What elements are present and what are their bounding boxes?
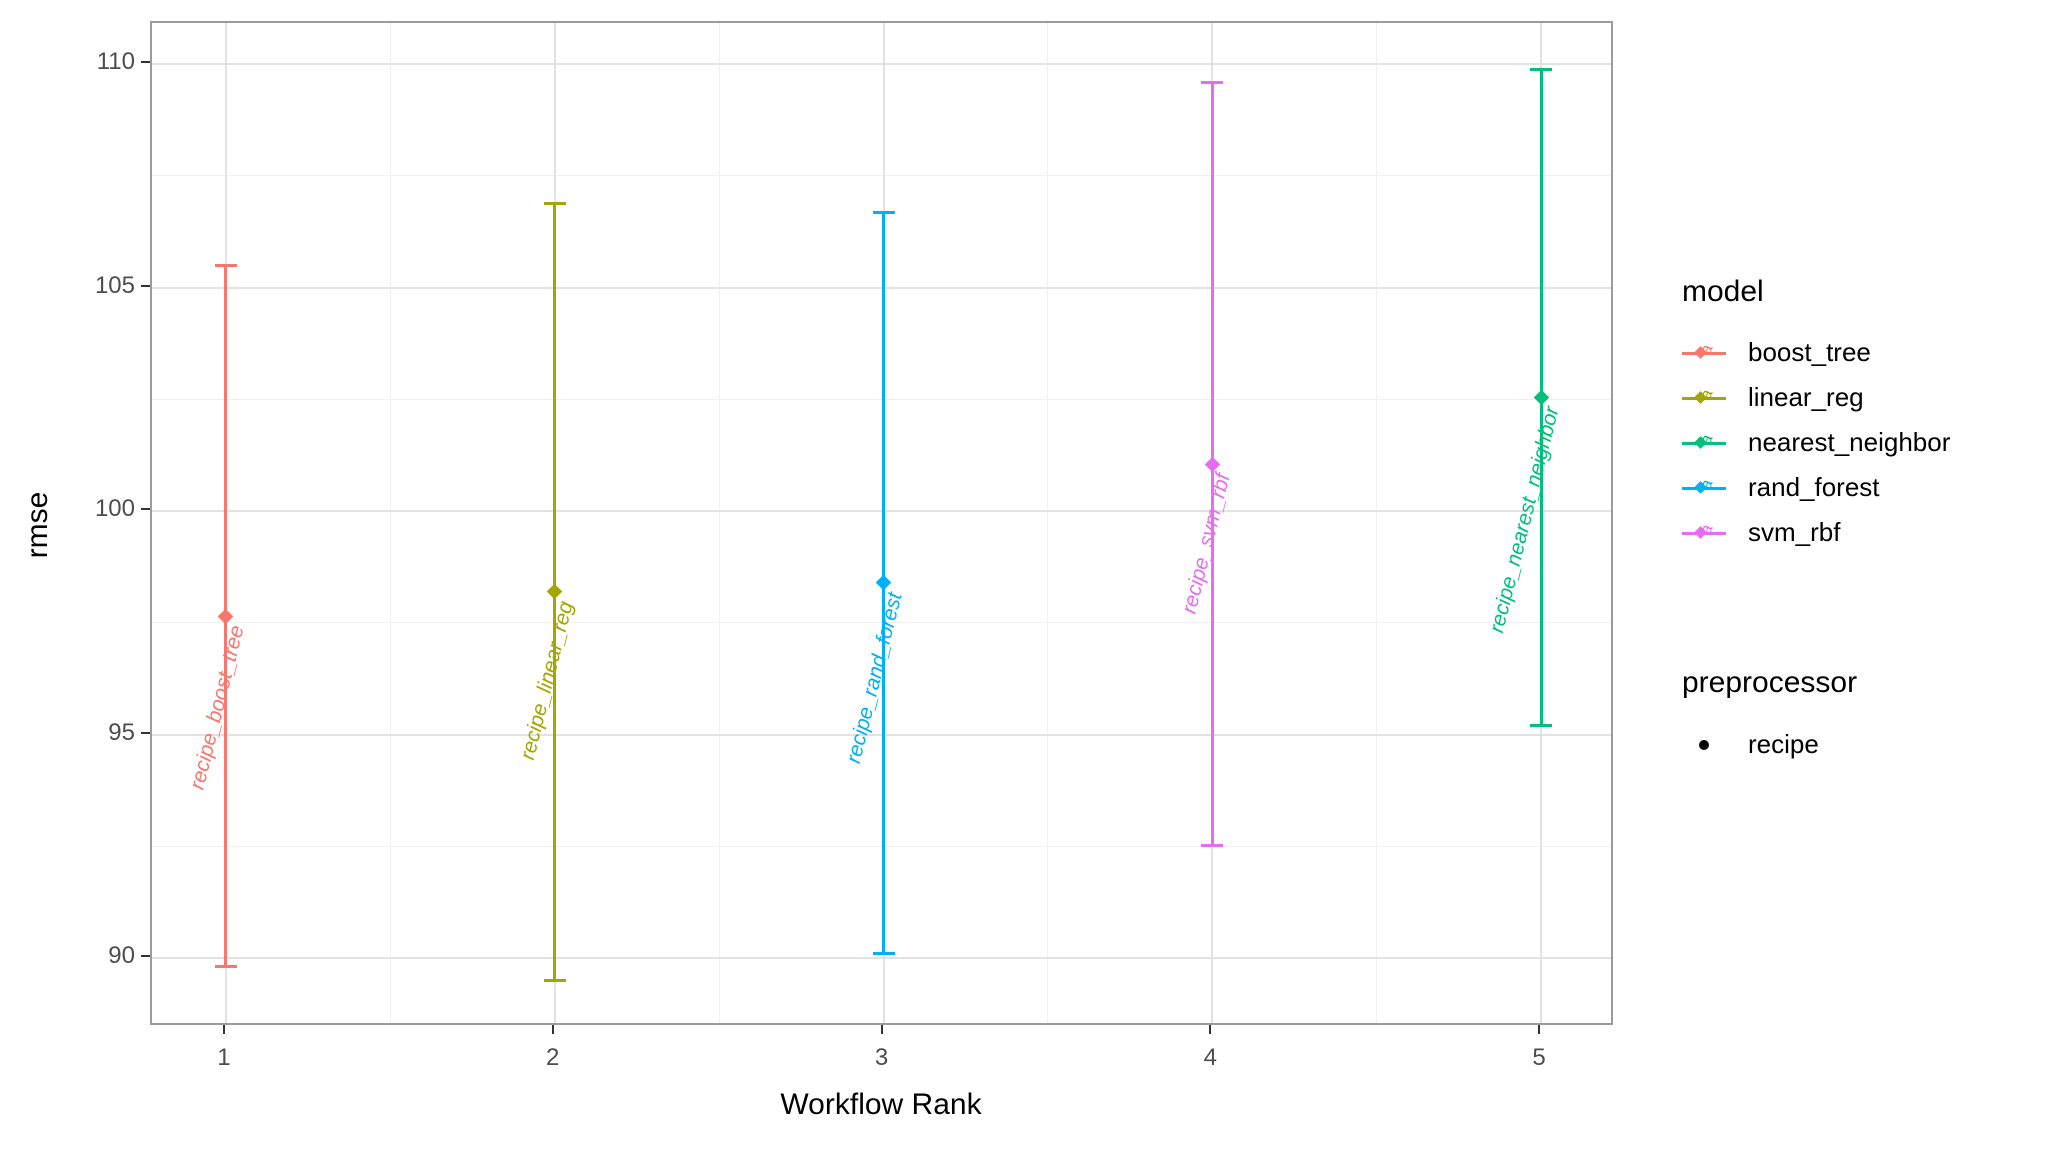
y-minor-gridline (152, 398, 1611, 400)
y-tick-label: 110 (96, 48, 135, 76)
x-tick-label: 3 (874, 1044, 889, 1071)
legend-key-linear_reg: a (1682, 383, 1726, 413)
workflow-label-svm_rbf: recipe_svm_rbf (1177, 471, 1235, 617)
y-minor-gridline (152, 622, 1611, 624)
y-major-gridline (152, 510, 1611, 513)
point-nearest_neighbor (1533, 389, 1549, 405)
workflow-label-linear_reg: recipe_linear_reg (515, 598, 578, 762)
x-minor-gridline (718, 23, 720, 1023)
errorbar-upper-cap-boost_tree (214, 264, 237, 268)
legend-key-rand_forest: a (1682, 473, 1726, 503)
legend-key-boost_tree: a (1682, 338, 1726, 368)
x-tick (880, 1025, 883, 1034)
x-tick (1538, 1025, 1541, 1034)
legend-item-boost_tree: a boost_tree (1682, 330, 1871, 375)
point-linear_reg (546, 583, 563, 600)
errorbar-lower-cap-rand_forest (872, 951, 895, 955)
legend-label-rand_forest: rand_forest (1748, 472, 1880, 502)
x-minor-gridline (1376, 23, 1378, 1023)
y-tick-label: 95 (108, 718, 135, 746)
errorbar-lower-cap-svm_rbf (1201, 844, 1224, 848)
workflow-label-boost_tree: recipe_boost_tree (185, 623, 249, 792)
legend-model-title: model (1682, 275, 1764, 308)
x-tick-label: 4 (1203, 1044, 1217, 1071)
x-minor-gridline (1047, 23, 1049, 1023)
y-tick (141, 731, 150, 734)
y-major-gridline (152, 733, 1611, 736)
y-tick (141, 508, 150, 511)
y-axis-title: rmse (21, 491, 54, 559)
errorbar-upper-cap-svm_rbf (1201, 81, 1224, 84)
legend-item-linear_reg: a linear_reg (1682, 375, 1864, 420)
legend-item-svm_rbf: a svm_rbf (1682, 510, 1840, 555)
legend-key-svm_rbf: a (1682, 518, 1726, 548)
legend-item-rand_forest: a rand_forest (1682, 465, 1880, 510)
legend-label-linear_reg: linear_reg (1748, 382, 1864, 412)
y-tick-label: 100 (94, 495, 135, 523)
errorbar-lower-cap-boost_tree (214, 965, 237, 969)
workflow-label-nearest_neighbor: recipe_nearest_neighbor (1485, 404, 1564, 636)
legend-label-nearest_neighbor: nearest_neighbor (1748, 427, 1951, 457)
legend-key-point-black (1699, 739, 1709, 750)
legend-label-boost_tree: boost_tree (1748, 337, 1871, 367)
y-tick (141, 284, 150, 287)
plot-panel: recipe_boost_tree recipe_linear_reg recipe… (150, 21, 1613, 1025)
y-minor-gridline (152, 845, 1611, 847)
y-tick-label: 90 (108, 942, 135, 970)
legend-preprocessor-title: preprocessor (1682, 666, 1858, 699)
errorbar-upper-cap-rand_forest (872, 210, 895, 214)
workflow-label-rand_forest: recipe_rand_forest (841, 589, 907, 766)
errorbar-upper-cap-linear_reg (543, 201, 566, 205)
y-tick-label: 105 (94, 271, 135, 299)
x-axis-title: Workflow Rank (780, 1088, 982, 1121)
legend-label-svm_rbf: svm_rbf (1748, 517, 1841, 547)
x-minor-gridline (389, 23, 391, 1023)
x-tick (1209, 1025, 1212, 1034)
y-major-gridline (152, 286, 1611, 289)
legend-key-nearest_neighbor: a (1682, 428, 1726, 458)
x-tick-label: 2 (546, 1044, 560, 1071)
legend-key-recipe (1682, 730, 1726, 760)
y-major-gridline (152, 957, 1611, 960)
x-tick (551, 1025, 554, 1034)
errorbar-lower-cap-nearest_neighbor (1530, 723, 1553, 727)
x-tick-label: 1 (217, 1044, 231, 1071)
legend-item-nearest_neighbor: a nearest_neighbor (1682, 420, 1950, 465)
errorbar-lower-cap-linear_reg (543, 978, 566, 982)
errorbar-upper-cap-nearest_neighbor (1530, 67, 1553, 71)
y-tick (141, 61, 150, 64)
legend-item-recipe: recipe (1682, 722, 1819, 767)
x-tick-label: 5 (1532, 1044, 1546, 1071)
point-svm_rbf (1204, 456, 1221, 472)
x-tick (222, 1025, 225, 1034)
y-major-gridline (152, 63, 1611, 66)
legend-label-recipe: recipe (1748, 729, 1819, 759)
y-minor-gridline (152, 175, 1611, 177)
y-tick (141, 955, 150, 958)
point-rand_forest (875, 574, 892, 591)
